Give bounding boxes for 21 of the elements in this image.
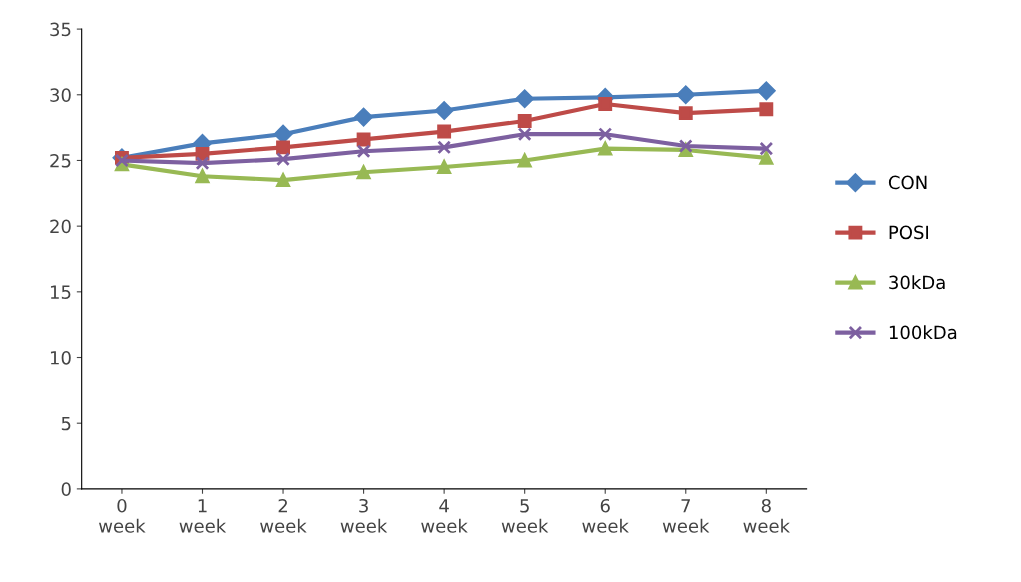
x-tick-label: 1 week bbox=[179, 499, 227, 533]
y-tick-label: 30 bbox=[50, 88, 71, 102]
y-tick-label: 35 bbox=[50, 22, 71, 37]
y-tick-label: 5 bbox=[61, 416, 71, 431]
x-tick-label: 8 week bbox=[743, 498, 790, 533]
legend-label: CON bbox=[888, 175, 927, 190]
legend-label: 100kDa bbox=[889, 325, 957, 340]
legend-label: 30kDa bbox=[889, 275, 945, 290]
x-tick-label: 3 week bbox=[340, 498, 388, 533]
x-tick-label: 6 week bbox=[582, 498, 629, 533]
x-tick-label: 4 week bbox=[421, 499, 468, 533]
x-tick-label: 7 week bbox=[662, 499, 710, 533]
y-tick-label: 20 bbox=[50, 219, 71, 234]
x-tick-label: 0 week bbox=[98, 498, 146, 533]
y-tick-label: 0 bbox=[61, 482, 71, 496]
x-tick-label: 5 week bbox=[501, 499, 549, 533]
x-tick-label: 2 week bbox=[260, 498, 307, 533]
y-tick-label: 25 bbox=[50, 153, 71, 168]
y-tick-label: 10 bbox=[50, 350, 71, 365]
y-tick-label: 15 bbox=[50, 285, 71, 299]
legend-label: POSI bbox=[889, 225, 929, 240]
